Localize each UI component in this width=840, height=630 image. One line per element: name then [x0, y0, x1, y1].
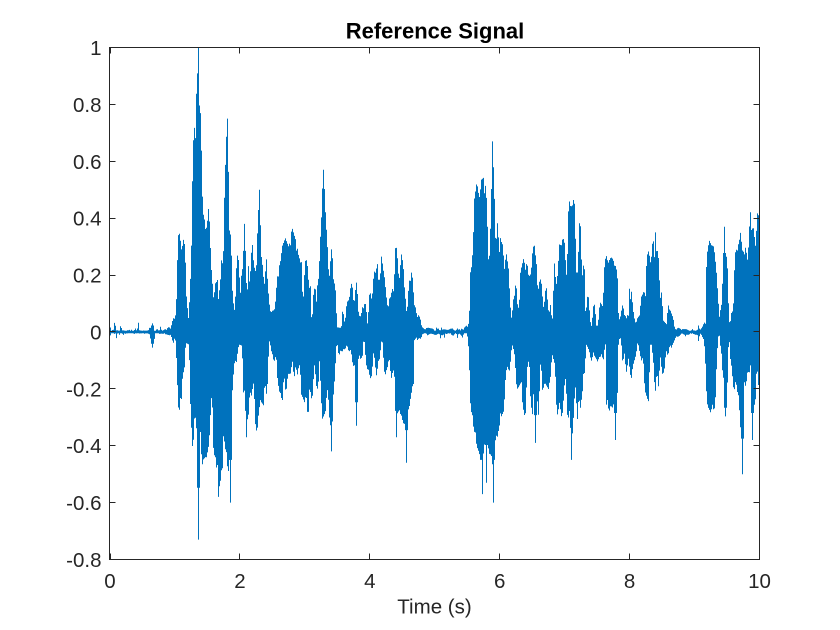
svg-text:-0.4: -0.4 [66, 435, 101, 458]
svg-text:Time (s): Time (s) [397, 596, 471, 619]
svg-text:0: 0 [90, 321, 101, 344]
svg-text:6: 6 [494, 570, 505, 593]
svg-text:8: 8 [624, 570, 635, 593]
svg-text:1: 1 [90, 37, 101, 60]
svg-text:-0.6: -0.6 [66, 492, 101, 515]
svg-text:0.4: 0.4 [73, 208, 102, 231]
svg-text:0.8: 0.8 [73, 94, 102, 117]
svg-text:-0.8: -0.8 [66, 549, 101, 572]
svg-text:10: 10 [748, 570, 771, 593]
svg-text:0.2: 0.2 [73, 265, 102, 288]
svg-text:-0.2: -0.2 [66, 378, 101, 401]
svg-text:2: 2 [234, 570, 245, 593]
svg-text:0: 0 [104, 570, 115, 593]
svg-text:Reference Signal: Reference Signal [346, 19, 525, 44]
svg-text:4: 4 [364, 570, 375, 593]
svg-text:0.6: 0.6 [73, 151, 102, 174]
